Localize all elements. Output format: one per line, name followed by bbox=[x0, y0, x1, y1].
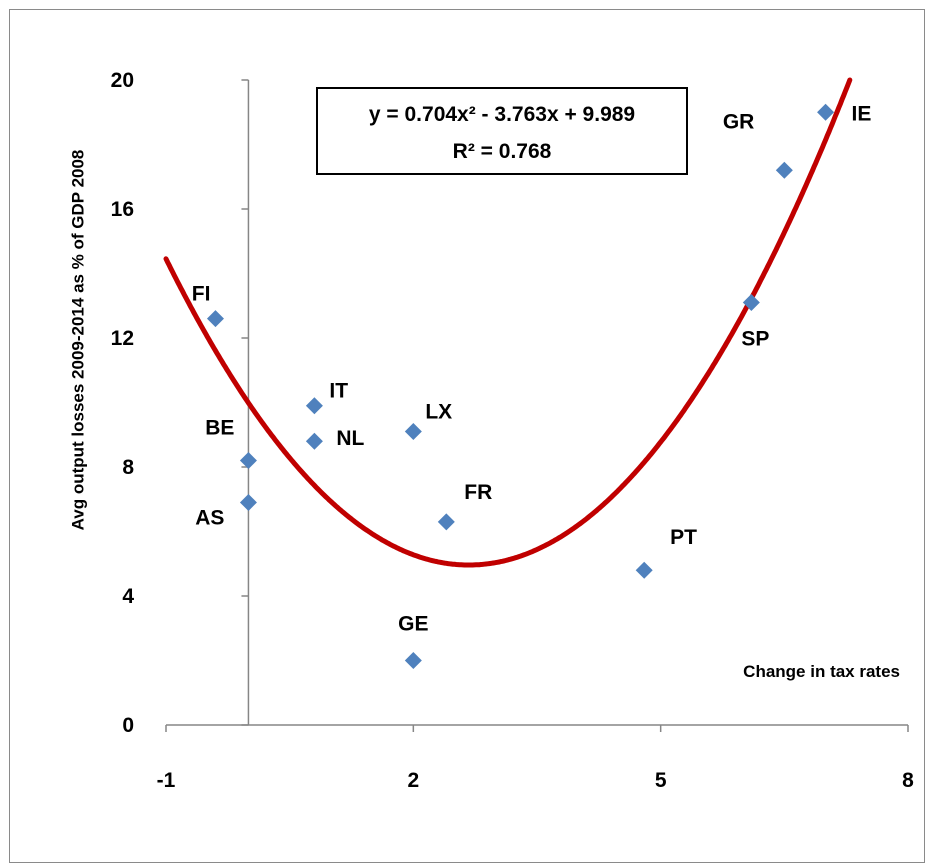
trendline-equation-box: y = 0.704x² - 3.763x + 9.989 R² = 0.768 bbox=[316, 87, 688, 175]
data-point-label: FI bbox=[192, 283, 211, 306]
data-point bbox=[305, 432, 323, 450]
axis-titles-group: Avg output losses 2009-2014 as % of GDP … bbox=[68, 150, 900, 681]
data-point bbox=[239, 493, 257, 511]
r-squared: R² = 0.768 bbox=[453, 140, 552, 163]
y-tick-label: 20 bbox=[111, 69, 134, 92]
y-tick-label: 4 bbox=[122, 585, 134, 608]
data-point-label: BE bbox=[205, 417, 234, 440]
y-axis-title: Avg output losses 2009-2014 as % of GDP … bbox=[68, 150, 87, 531]
data-point bbox=[239, 452, 257, 470]
data-point-label: FR bbox=[464, 481, 492, 504]
data-point-label: PT bbox=[670, 526, 697, 549]
points-group bbox=[206, 103, 835, 669]
point-labels-group: FI BE AS IT NL LX FR GE PT SP GR IE bbox=[192, 102, 872, 635]
x-tick-label: -1 bbox=[157, 769, 176, 792]
data-point bbox=[206, 310, 224, 328]
data-point bbox=[305, 397, 323, 415]
data-point bbox=[775, 161, 793, 179]
y-tick-label: 8 bbox=[122, 456, 134, 479]
data-point-label: LX bbox=[425, 401, 452, 424]
axes bbox=[165, 79, 909, 732]
x-tick-label: 5 bbox=[655, 769, 667, 792]
x-tick-label: 2 bbox=[407, 769, 419, 792]
trendline-equation: y = 0.704x² - 3.763x + 9.989 bbox=[369, 103, 635, 126]
y-tick-label: 0 bbox=[122, 714, 134, 737]
data-point bbox=[404, 652, 422, 669]
data-point bbox=[817, 103, 835, 121]
data-point bbox=[742, 294, 760, 312]
x-axis-title: Change in tax rates bbox=[743, 662, 900, 681]
data-point bbox=[404, 423, 422, 441]
data-point-label: NL bbox=[336, 427, 364, 450]
x-tick-label: 8 bbox=[902, 769, 914, 792]
data-point-label: IT bbox=[329, 380, 348, 403]
data-point bbox=[437, 513, 455, 531]
data-point-label: GR bbox=[723, 110, 755, 133]
data-point-label: SP bbox=[741, 328, 769, 351]
trendline-group bbox=[163, 77, 853, 568]
data-point-label: GE bbox=[398, 613, 428, 636]
y-tick-label: 12 bbox=[111, 327, 134, 350]
data-point-label: IE bbox=[852, 102, 872, 125]
data-point bbox=[635, 561, 653, 579]
y-tick-label: 16 bbox=[111, 198, 134, 221]
equation-box bbox=[316, 87, 688, 175]
trendline bbox=[163, 77, 853, 568]
tick-labels-group: -1 2 5 8 0 4 8 12 16 20 bbox=[111, 69, 915, 792]
data-point-label: AS bbox=[195, 506, 224, 529]
